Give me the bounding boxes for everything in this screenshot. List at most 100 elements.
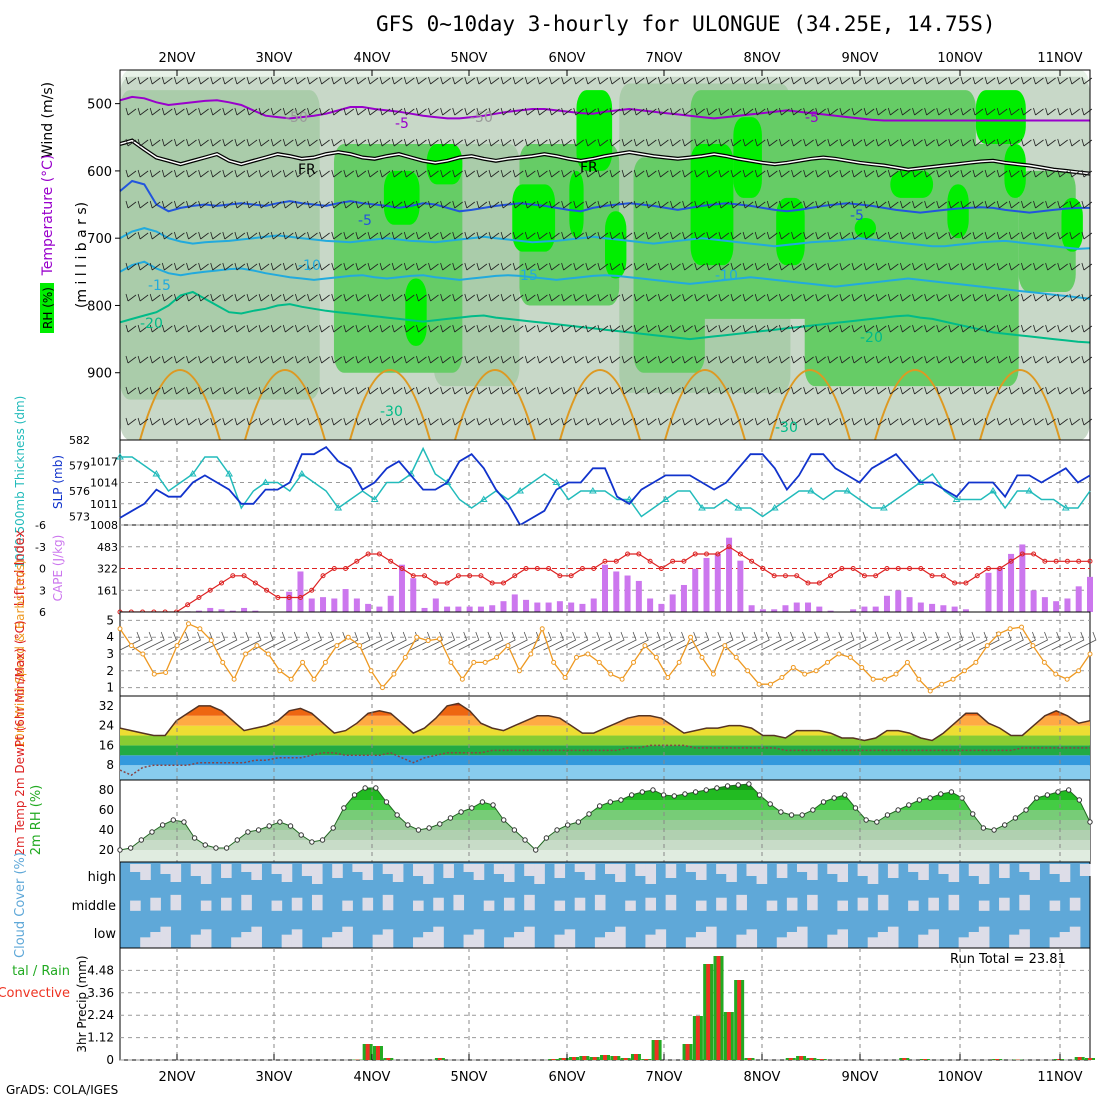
thickness-marker <box>770 504 779 511</box>
rh-marker <box>959 795 965 801</box>
wind-barb-10m <box>1039 631 1061 651</box>
wind-speed-marker <box>916 676 922 682</box>
wind-barb <box>766 107 778 116</box>
x-tick-label-bottom: 2NOV <box>159 1070 196 1085</box>
wind-barb <box>476 107 488 116</box>
x-tick-label-bottom: 11NOV <box>1037 1070 1082 1085</box>
wind-barb <box>972 386 984 395</box>
wind-barb <box>1021 293 1032 302</box>
wind-barb <box>585 107 597 116</box>
wind-barb <box>851 107 863 116</box>
wind-barb <box>863 324 875 333</box>
wind-barb <box>561 107 572 116</box>
cloud-high-cell <box>170 864 182 882</box>
wind-barb <box>270 169 282 178</box>
wind-barb <box>282 231 294 240</box>
wind-barb <box>282 76 294 85</box>
wind-barb <box>307 138 318 147</box>
wind-barb <box>839 76 851 85</box>
wind-barb <box>428 107 439 116</box>
wind-barb <box>984 169 996 178</box>
wind-barb <box>295 138 306 147</box>
cloud-high-cell <box>413 864 424 876</box>
wind-barb-10m <box>797 631 819 651</box>
wind-speed-marker <box>208 638 214 644</box>
rh-region-rh90 <box>1061 197 1083 252</box>
wind-barb <box>597 386 609 395</box>
wind-barb <box>1057 417 1068 426</box>
cloud-low-cell <box>968 932 980 948</box>
wind-barb <box>996 138 1008 147</box>
wind-speed-marker <box>710 671 716 677</box>
wind-barb <box>609 107 621 116</box>
wind-barb <box>549 231 560 240</box>
wind-barb <box>355 200 367 209</box>
ylabel-rh-2m: 2m RH (%) <box>29 785 44 856</box>
wind-barb <box>355 386 367 395</box>
wind-barb <box>1081 107 1093 116</box>
wind-barb <box>633 76 645 85</box>
wind-barb <box>476 262 488 271</box>
wind-barb <box>331 417 342 426</box>
wind-barb <box>379 386 391 395</box>
wind-barb <box>282 293 294 302</box>
cloud-low-cell <box>140 937 151 948</box>
wind-barb <box>803 138 814 147</box>
wind-barb <box>585 200 597 209</box>
wind-barb <box>137 293 149 302</box>
rh-band <box>120 810 1090 820</box>
li-marker <box>681 558 687 564</box>
cloud-middle-cell <box>928 897 939 911</box>
wind-speed-marker <box>665 675 671 681</box>
wind-barb <box>948 200 960 209</box>
wind-barb <box>1045 417 1056 426</box>
wind-barb <box>186 138 197 147</box>
wind-speed-marker <box>825 659 831 665</box>
wind-speed-marker <box>973 659 979 665</box>
wind-speed-marker <box>927 688 933 694</box>
wind-barb <box>452 262 463 271</box>
cape-bar <box>985 572 992 612</box>
ylabel-thickness: 1000-500mb Thickness (dm) <box>13 396 27 569</box>
wind-barb <box>609 293 621 302</box>
wind-barb <box>524 200 536 209</box>
wind-barb-10m <box>555 631 577 651</box>
wind-barb <box>452 293 463 302</box>
wind-barb <box>331 200 342 209</box>
wind-barb <box>186 107 197 116</box>
wind-barb <box>512 138 524 147</box>
li-marker <box>297 595 303 600</box>
wind-barb <box>1045 293 1056 302</box>
rh-marker <box>490 802 496 808</box>
wind-barb <box>1021 355 1032 364</box>
cloud-middle-cell <box>807 894 818 911</box>
wind-speed-marker <box>425 638 431 644</box>
li-marker <box>433 580 439 586</box>
rh-region-rh90 <box>975 90 1026 144</box>
rh-marker <box>628 792 635 798</box>
wind-barb <box>524 386 536 395</box>
wind-barb <box>137 200 149 209</box>
wind-barb <box>1033 417 1044 426</box>
wind-barb <box>403 293 415 302</box>
wind-barb-10m <box>265 631 286 651</box>
wind-barb-10m <box>700 631 722 651</box>
cape-bar <box>590 598 597 612</box>
wind-barb <box>416 76 427 85</box>
wind-barb <box>706 138 718 147</box>
isotherm-line <box>119 290 1091 344</box>
slp-tick-label: 1017 <box>90 455 118 468</box>
wind-barb-10m <box>325 631 347 651</box>
x-tick-label-top: 7NOV <box>646 51 683 66</box>
li-marker <box>828 573 834 579</box>
x-tick-label-top: 8NOV <box>744 51 781 66</box>
wind-barb <box>355 293 367 302</box>
wind-barb <box>210 417 221 426</box>
precip-bar-convective <box>737 980 742 1060</box>
wind-barb <box>488 231 500 240</box>
wind-barb <box>319 417 330 426</box>
cloud-middle-cell <box>241 894 252 911</box>
wind-speed-marker <box>174 643 180 649</box>
wind-barb-10m <box>289 631 310 651</box>
